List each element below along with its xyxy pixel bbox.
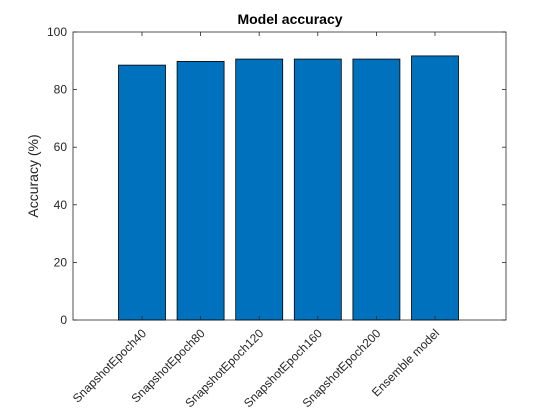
bar-3 — [293, 58, 342, 321]
plot-area: 020406080100SnapshotEpoch40SnapshotEpoch… — [47, 25, 507, 410]
y-tick-label: 20 — [54, 255, 68, 269]
bar-0 — [118, 64, 166, 321]
bar-2 — [235, 58, 284, 321]
y-tick-label: 60 — [54, 140, 68, 154]
bar-5 — [411, 55, 459, 321]
y-tick-label: 40 — [54, 198, 68, 212]
y-axis-label: Accuracy (%) — [25, 134, 41, 217]
chart-title: Model accuracy — [237, 11, 342, 27]
bar-4 — [352, 58, 401, 321]
y-tick-label: 80 — [54, 83, 68, 97]
y-tick-label: 100 — [47, 25, 67, 39]
bar-1 — [176, 60, 225, 321]
axes-box — [72, 31, 507, 321]
y-tick-label: 0 — [60, 313, 67, 327]
